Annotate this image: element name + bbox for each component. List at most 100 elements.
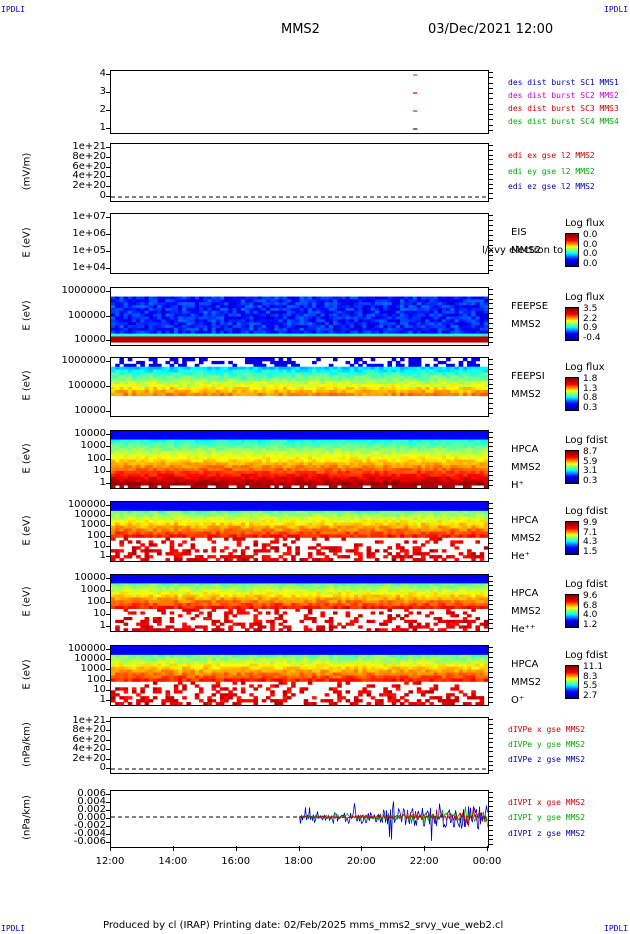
heat-cell xyxy=(232,336,238,340)
heat-cell xyxy=(182,470,187,475)
ytick-mark-eis-2 xyxy=(106,251,110,252)
heat-cell xyxy=(412,305,418,309)
heat-cell xyxy=(307,436,313,440)
heat-cell xyxy=(333,319,338,323)
heat-cell xyxy=(178,502,183,506)
heat-cell xyxy=(157,465,162,469)
heat-cell xyxy=(349,389,355,394)
heat-cell xyxy=(228,339,233,343)
heat-cell xyxy=(429,436,434,440)
heat-cell xyxy=(320,302,326,306)
heat-cell xyxy=(182,522,187,526)
heat-cell xyxy=(420,465,426,469)
heat-cell xyxy=(190,456,196,460)
heat-cell xyxy=(454,366,460,370)
heat-cell xyxy=(228,310,233,315)
heat-cell xyxy=(148,510,154,515)
heat-cell xyxy=(408,439,413,443)
heat-cell xyxy=(257,302,263,306)
minor-tick-edi-4 xyxy=(488,164,493,166)
ytick-mark-feepsi-1 xyxy=(106,386,110,387)
heat-cell xyxy=(328,445,334,449)
heat-cell xyxy=(433,476,439,480)
heat-cell xyxy=(115,549,120,553)
heat-cell xyxy=(152,445,158,449)
heat-cell xyxy=(203,392,208,397)
heat-cell xyxy=(173,439,179,443)
heat-cell xyxy=(316,333,321,337)
heat-cell xyxy=(450,299,455,303)
heat-cell xyxy=(190,546,196,550)
heat-cell xyxy=(148,549,154,553)
heat-cell xyxy=(152,543,158,547)
heat-cell xyxy=(324,450,330,455)
panel-label-eis-1: MMS2 xyxy=(511,245,541,256)
minor-tick-feepse-3 xyxy=(488,303,493,305)
heat-cell xyxy=(249,470,254,475)
heat-cell xyxy=(374,470,380,475)
heat-cell xyxy=(337,327,342,332)
heat-cell xyxy=(152,339,158,343)
heat-cell xyxy=(278,299,284,303)
heat-cell xyxy=(387,322,393,326)
heat-cell xyxy=(165,330,171,334)
heat-cell xyxy=(358,482,363,486)
heat-cell xyxy=(203,445,208,449)
heat-cell xyxy=(328,456,334,460)
heat-cell xyxy=(224,322,229,326)
heat-cell xyxy=(186,510,191,515)
heat-cell xyxy=(211,513,217,518)
heat-cell xyxy=(148,305,154,309)
heat-cell xyxy=(119,433,124,438)
heat-cell xyxy=(161,468,166,472)
heat-cell xyxy=(232,507,238,512)
heat-cell xyxy=(182,513,187,518)
heat-cell xyxy=(165,513,171,518)
heat-cell xyxy=(316,307,321,312)
heat-cell xyxy=(295,313,300,317)
heat-cell xyxy=(194,465,200,469)
heat-cell xyxy=(115,363,120,368)
heat-cell xyxy=(278,358,284,362)
heat-cell xyxy=(291,389,296,394)
heat-cell xyxy=(408,378,413,382)
heat-cell xyxy=(416,305,422,309)
heat-cell xyxy=(215,339,221,343)
heat-cell xyxy=(462,325,468,329)
heat-cell xyxy=(228,302,233,306)
heat-cell xyxy=(299,316,305,320)
heat-cell xyxy=(211,339,217,343)
heat-cell xyxy=(416,363,422,368)
heat-cell xyxy=(240,528,246,532)
legend-burst-1: des dist burst SC2 MMS2 xyxy=(508,91,619,100)
heat-cell xyxy=(186,310,191,315)
heat-cell xyxy=(148,313,154,317)
heat-cell xyxy=(358,462,363,466)
heat-cell xyxy=(366,339,372,343)
heat-cell xyxy=(462,316,468,320)
heat-cell xyxy=(286,313,292,317)
heat-cell xyxy=(345,439,351,443)
heat-cell xyxy=(127,513,133,518)
heat-cell xyxy=(249,456,254,460)
heat-cell xyxy=(404,336,409,340)
heat-cell xyxy=(295,310,300,315)
heat-cell xyxy=(450,482,455,486)
heat-cell xyxy=(383,336,388,340)
heat-cell xyxy=(144,476,150,480)
heat-cell xyxy=(374,305,380,309)
heat-cell xyxy=(437,322,443,326)
heat-cell xyxy=(467,470,472,475)
heat-cell xyxy=(115,468,120,472)
heat-cell xyxy=(152,531,158,535)
heat-cell xyxy=(282,330,288,334)
heat-cell xyxy=(328,473,334,477)
heat-cell xyxy=(131,327,137,332)
heat-cell xyxy=(358,378,363,382)
heat-cell xyxy=(144,528,150,532)
heat-cell xyxy=(291,479,296,483)
heat-cell xyxy=(328,333,334,337)
heat-cell xyxy=(119,549,124,553)
heat-cell xyxy=(274,339,279,343)
heat-cell xyxy=(433,479,439,483)
